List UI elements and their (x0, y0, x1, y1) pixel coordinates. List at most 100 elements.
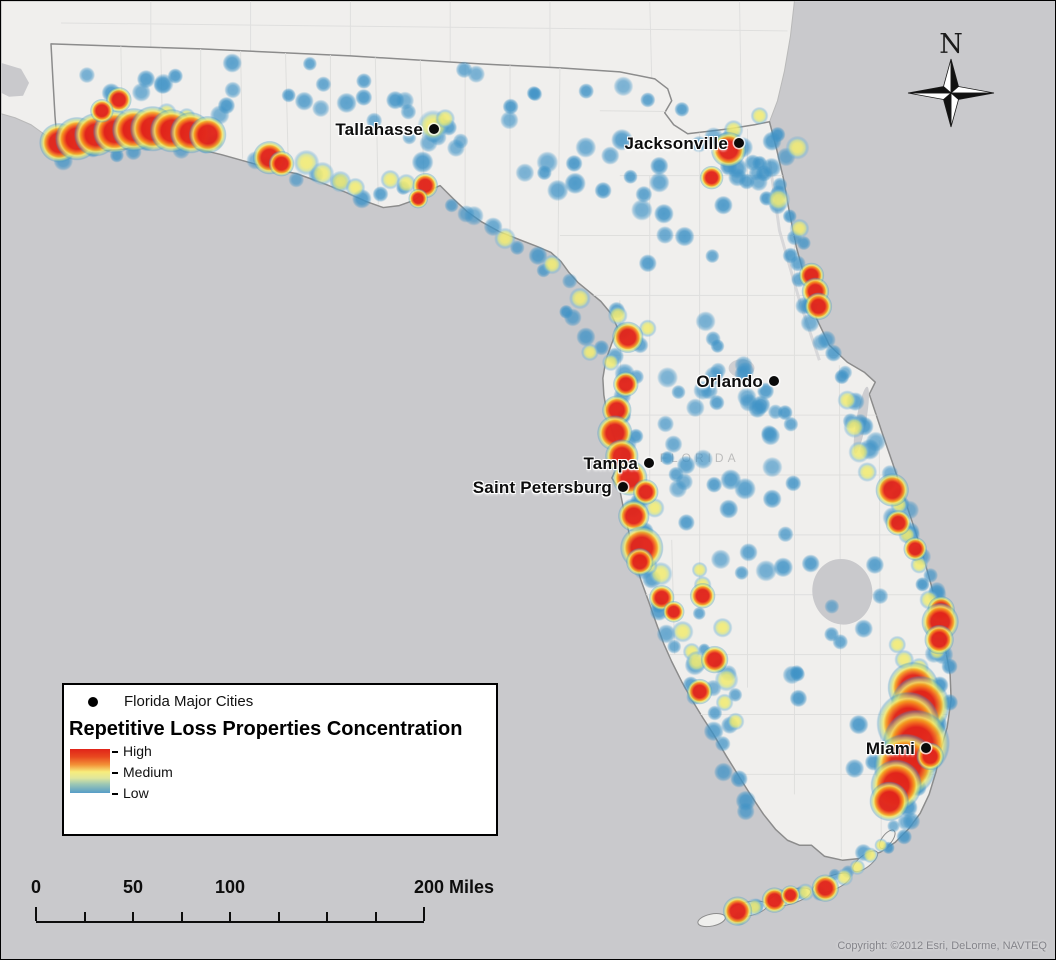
heat-dot (777, 404, 793, 421)
city-label: Tallahasse (335, 120, 423, 139)
legend-cities-label: Florida Major Cities (124, 693, 254, 710)
heat-dot (710, 338, 725, 354)
legend-level-label: Medium (123, 764, 173, 780)
heat-dot (677, 513, 695, 532)
heat-dot (785, 475, 802, 492)
heat-dot (848, 441, 871, 464)
mobile-bay-water (1, 62, 30, 97)
heat-dot (656, 415, 675, 433)
scale-bar: 0 50 100 200 Miles (21, 877, 521, 927)
heat-dot (660, 450, 675, 466)
heat-dot (635, 185, 653, 203)
city-dot (429, 124, 439, 134)
heat-dot (888, 635, 907, 654)
heat-dot (783, 416, 799, 432)
heat-dot (700, 381, 719, 400)
heat-dot (874, 838, 889, 853)
heat-dot (713, 762, 734, 782)
heat-dot (653, 203, 674, 224)
heat-dot (780, 885, 801, 906)
heat-dot (640, 92, 656, 108)
heat-dot (796, 883, 815, 902)
heat-dot (563, 308, 582, 327)
heat-dot (710, 549, 731, 570)
heat-dot (578, 83, 595, 99)
heat-dot (734, 477, 757, 500)
heat-dot (649, 156, 669, 176)
heat-dot (224, 81, 242, 99)
heat-dot (564, 172, 586, 195)
city-dot (734, 138, 744, 148)
heat-dot (664, 435, 683, 454)
heat-dot (380, 169, 401, 190)
heat-dot (719, 499, 739, 519)
heat-dot (541, 254, 562, 275)
heat-dot (708, 394, 725, 411)
heat-dot (734, 565, 749, 581)
heat-dot (685, 398, 705, 418)
heat-dot (773, 557, 794, 578)
heat-dot (662, 600, 685, 623)
legend-level-tick (112, 793, 118, 795)
heat-dot (700, 645, 729, 674)
heat-dot (834, 369, 850, 385)
heat-dot (750, 106, 769, 125)
heat-dot (726, 712, 745, 731)
heat-dot (897, 813, 915, 831)
attribution-text: Copyright: ©2012 Esri, DeLorme, NAVTEQ (837, 940, 1047, 952)
heat-dot (844, 758, 865, 779)
legend-level-label: Low (123, 785, 149, 801)
heat-dot (281, 88, 296, 103)
heat-dot (766, 187, 791, 212)
heat-dot (760, 426, 781, 446)
heat-dot (656, 624, 676, 644)
heat-dot (612, 371, 639, 398)
heat-dot (167, 68, 184, 84)
heat-dot (617, 499, 650, 532)
heat-dot (546, 179, 569, 202)
heat-dot (689, 582, 716, 609)
scale-bar-tick (35, 907, 37, 921)
heat-dot (837, 390, 858, 411)
heat-dot (722, 896, 753, 927)
heat-dot (941, 658, 958, 675)
city-label: Saint Petersburg (472, 478, 612, 497)
scale-bar-tick (132, 912, 134, 921)
heat-dot (594, 181, 612, 200)
heat-dot (674, 101, 690, 117)
neighbor-county-lines (60, 1, 788, 127)
heat-dot (703, 721, 724, 742)
scale-bar-tick (229, 912, 231, 921)
heat-dot (824, 598, 840, 614)
heat-dot (671, 620, 694, 643)
city-label: Miami (865, 739, 915, 758)
heat-dot (625, 547, 654, 576)
heat-dot (568, 287, 591, 310)
heat-dot (849, 859, 866, 876)
heat-dot (730, 769, 748, 788)
heat-dot (667, 639, 682, 654)
city-dot (921, 743, 931, 753)
heat-dot (623, 169, 638, 185)
heat-dot (396, 173, 417, 194)
heat-dot (268, 150, 295, 177)
heat-dot (630, 199, 653, 221)
heat-dot (435, 108, 456, 129)
heat-dot (452, 133, 469, 149)
heat-dot (713, 195, 733, 215)
compass-rose-icon (907, 58, 995, 128)
legend-gradient-swatch (70, 749, 110, 793)
heat-dot (222, 53, 242, 73)
heat-dot (315, 76, 332, 93)
heat-dot (502, 98, 519, 115)
heat-dot (336, 92, 357, 114)
heat-dot (494, 227, 517, 250)
heat-dot (715, 693, 734, 712)
heat-dot (924, 624, 955, 655)
heat-dot (561, 273, 578, 289)
heat-dot (761, 157, 782, 178)
heat-dot (601, 353, 620, 372)
heat-dot (674, 226, 695, 247)
heat-dot (714, 735, 731, 752)
heat-dot (692, 606, 706, 621)
